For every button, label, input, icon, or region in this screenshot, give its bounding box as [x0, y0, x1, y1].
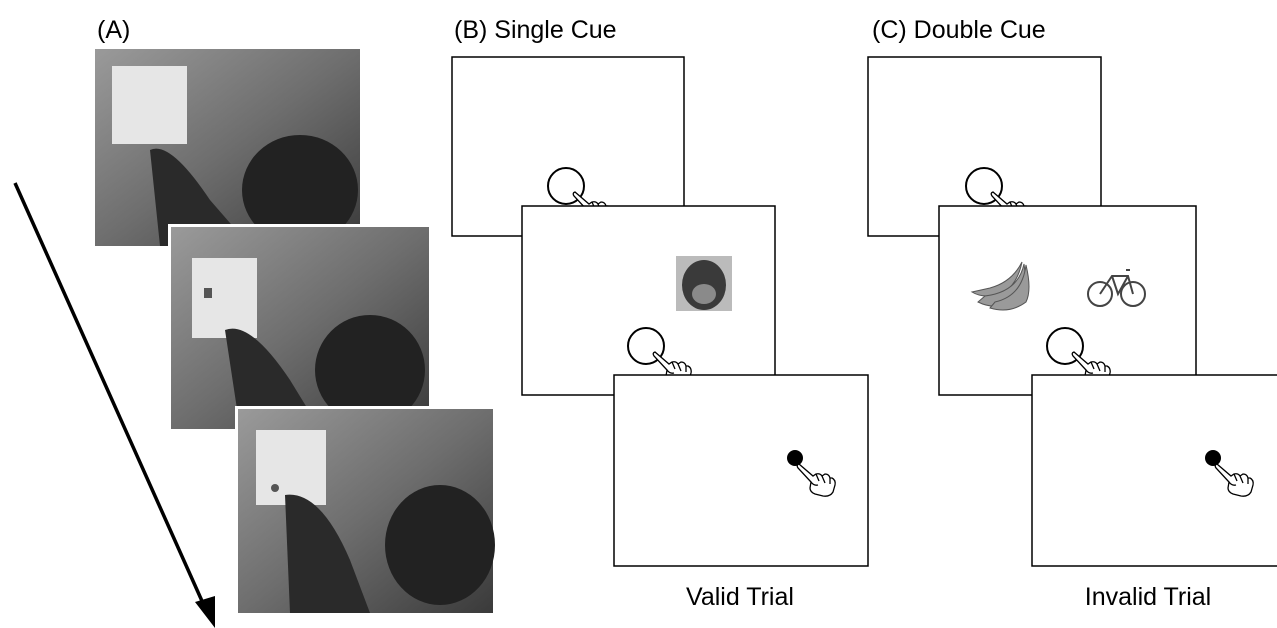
cue-chimp-face: [676, 256, 732, 311]
trial-caption: Invalid Trial: [1085, 583, 1211, 611]
trial-caption: Valid Trial: [686, 583, 794, 611]
screen: [938, 205, 1197, 396]
target-dot: [787, 450, 803, 466]
photo: [235, 406, 496, 616]
arrow-head: [195, 596, 215, 628]
photo: [168, 224, 432, 432]
screen: [613, 374, 869, 567]
target-dot: [1205, 450, 1221, 466]
cue-bicycle: [1087, 269, 1146, 307]
photo: [92, 46, 363, 249]
panel-label: (B) Single Cue: [454, 16, 617, 44]
cue-banana: [970, 261, 1030, 311]
panel-label: (C) Double Cue: [872, 16, 1046, 44]
screen: [1031, 374, 1277, 567]
panel-label: (A): [97, 16, 130, 44]
screen: [521, 205, 776, 396]
time-arrow: [13, 182, 208, 611]
